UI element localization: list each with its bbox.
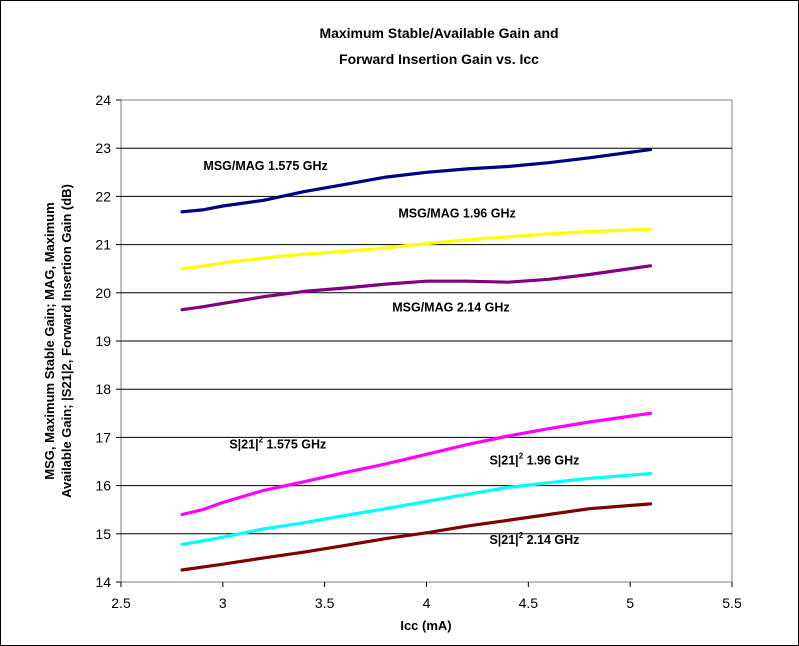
x-tick-label: 5.5 <box>722 595 742 611</box>
plot-area: 14 15 16 17 18 19 20 21 22 23 24 2.5 3 3.5 4 4.5 5 5.5 M… <box>95 92 742 611</box>
series-label: MSG/MAG 1.96 GHz <box>398 207 515 221</box>
y-tick-label: 24 <box>95 92 111 108</box>
y-tick-label: 14 <box>95 574 111 590</box>
x-tick-label: 4.5 <box>519 595 539 611</box>
y-tick-label: 17 <box>95 429 111 445</box>
y-tick-label: 22 <box>95 188 111 204</box>
series-label-base: S|21| <box>489 533 518 547</box>
y-tick-label: 19 <box>95 333 111 349</box>
y-axis-title-line-2: Available Gain; |S21|2, Forward Insertio… <box>59 184 74 498</box>
series-label: S|21|2 2.14 GHz <box>489 531 579 547</box>
y-tick-label: 16 <box>95 478 111 494</box>
series-label: MSG/MAG 1.575 GHz <box>203 159 327 173</box>
series-label-base: S|21| <box>229 437 258 451</box>
y-axis-title-line-1: MSG, Maximum Stable Gain; MAG, Maximum <box>42 202 57 479</box>
series-label-rest: 2.14 GHz <box>523 533 579 547</box>
x-tick-label: 2.5 <box>111 595 131 611</box>
y-tick-label: 21 <box>95 237 111 253</box>
series-label-rest: 1.575 GHz <box>263 437 326 451</box>
x-tick-label: 3.5 <box>315 595 335 611</box>
y-tick-label: 18 <box>95 381 111 397</box>
x-tick-label: 3 <box>219 595 227 611</box>
series-label: MSG/MAG 2.14 GHz <box>392 301 509 315</box>
y-tick-label: 23 <box>95 140 111 156</box>
chart-title-line-1: Maximum Stable/Available Gain and <box>319 25 558 41</box>
x-axis-title: Icc (mA) <box>400 618 451 633</box>
series-label-rest: 1.96 GHz <box>523 453 579 467</box>
x-tick-label: 4 <box>423 595 431 611</box>
x-tick-label: 5 <box>626 595 634 611</box>
series-label-base: S|21| <box>489 453 518 467</box>
y-tick-label: 20 <box>95 285 111 301</box>
y-tick-label: 15 <box>95 526 111 542</box>
series-label: S|21|2 1.575 GHz <box>229 435 326 451</box>
series-label: S|21|2 1.96 GHz <box>489 451 579 467</box>
chart-title-line-2: Forward Insertion Gain vs. Icc <box>339 51 539 67</box>
